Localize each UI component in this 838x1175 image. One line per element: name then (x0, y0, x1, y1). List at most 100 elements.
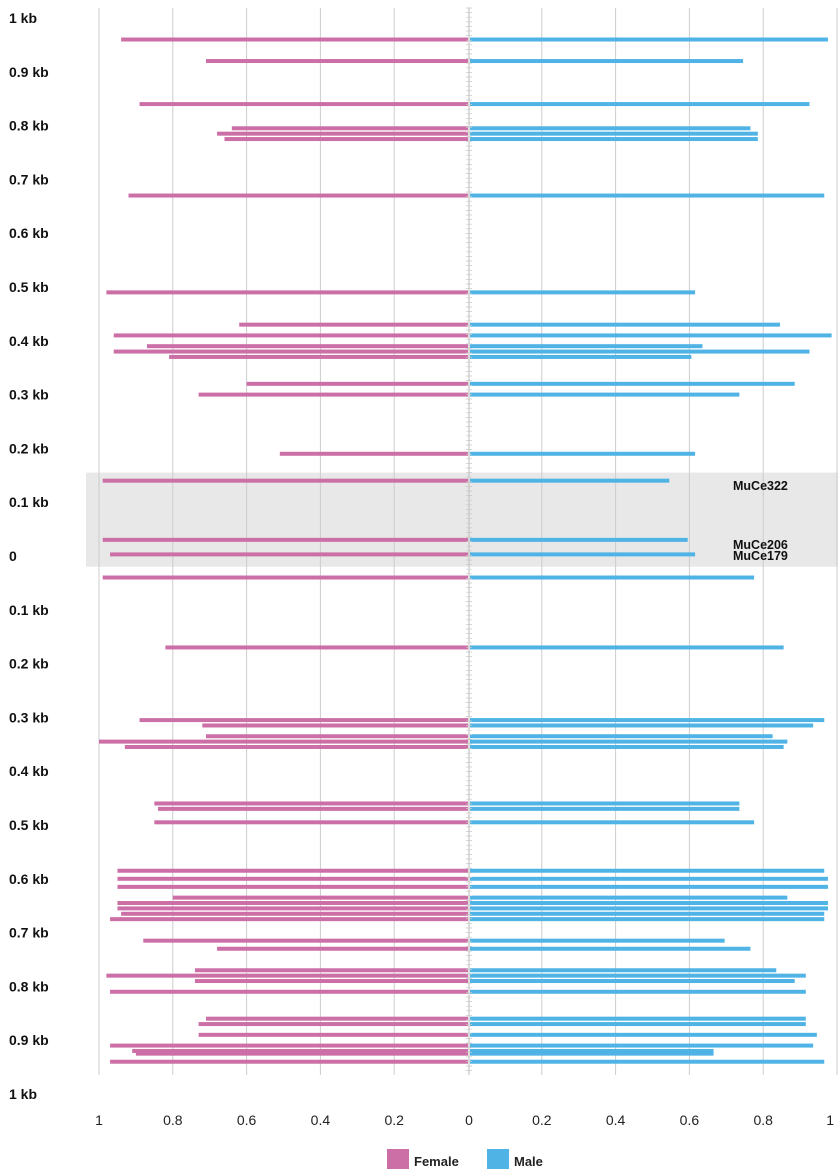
male-bar (470, 193, 825, 198)
y-tick-label: 0.8 kb (9, 118, 49, 134)
female-bar (202, 723, 468, 728)
female-bar (117, 868, 468, 873)
male-bar (470, 876, 828, 881)
bars-layer (99, 37, 832, 1064)
y-tick-label: 0.5 kb (9, 817, 49, 833)
female-bar (169, 354, 469, 359)
male-bar (470, 537, 688, 542)
y-tick-label: 0.4 kb (9, 333, 49, 349)
female-bar (146, 344, 468, 349)
female-bar (194, 979, 468, 984)
female-bar (132, 1048, 468, 1053)
male-bar (470, 344, 703, 349)
female-bar (110, 989, 468, 994)
female-bar (172, 895, 469, 900)
male-bar (470, 1048, 714, 1053)
female-bar (143, 938, 468, 943)
male-bar (470, 59, 744, 64)
male-bar (470, 137, 758, 142)
male-bar (470, 37, 828, 42)
male-bar (470, 333, 832, 338)
male-bar (470, 392, 740, 397)
male-bar (470, 290, 696, 295)
center-axis-ticks (466, 7, 472, 1071)
x-tick-label: 0.8 (163, 1112, 183, 1128)
female-bar (135, 1051, 468, 1056)
female-bar (194, 968, 468, 973)
y-tick-label: 0.2 kb (9, 440, 49, 456)
male-bar (470, 478, 670, 483)
center-axis-layer (466, 7, 472, 1075)
male-bar (470, 645, 784, 650)
female-bar (106, 290, 468, 295)
legend-swatch-male (487, 1149, 509, 1169)
female-bar (139, 718, 468, 723)
male-bar (470, 744, 784, 749)
x-tick-label: 1 (95, 1112, 103, 1128)
male-bar (470, 973, 806, 978)
x-tick-label: 0.2 (384, 1112, 404, 1128)
female-bar (121, 911, 468, 916)
y-tick-label: 0.2 kb (9, 656, 49, 672)
highlight-region-layer (86, 472, 838, 567)
male-bar (470, 1032, 817, 1037)
y-tick-label: 0.7 kb (9, 171, 49, 187)
y-tick-label: 0 (9, 548, 17, 564)
male-bar (470, 1016, 806, 1021)
male-bar (470, 938, 725, 943)
x-tick-label: 0.6 (680, 1112, 700, 1128)
female-bar (139, 102, 468, 107)
female-bar (165, 645, 469, 650)
y-tick-label: 0.9 kb (9, 1032, 49, 1048)
male-bar (470, 739, 788, 744)
x-tick-label: 0 (465, 1112, 473, 1128)
female-bar (206, 734, 468, 739)
female-bar (279, 451, 468, 456)
female-bar (117, 906, 468, 911)
y-tick-label: 0.3 kb (9, 709, 49, 725)
male-bar (470, 968, 777, 973)
y-tick-label: 0.4 kb (9, 763, 49, 779)
legend-label-male: Male (514, 1154, 543, 1169)
male-bar (470, 552, 696, 557)
x-tick-label: 0.8 (753, 1112, 773, 1128)
legend: Female Male (387, 1149, 543, 1169)
female-bar (206, 1016, 468, 1021)
male-bar (470, 102, 810, 107)
male-bar (470, 895, 788, 900)
female-bar (224, 137, 468, 142)
marker-label: MuCe322 (733, 479, 788, 493)
male-bar (470, 349, 810, 354)
male-bar (470, 806, 740, 811)
female-bar (117, 901, 468, 906)
y-tick-label: 0.1 kb (9, 494, 49, 510)
female-bar (106, 973, 468, 978)
female-bar (124, 744, 468, 749)
y-tick-label: 0.5 kb (9, 279, 49, 295)
male-bar (470, 1051, 714, 1056)
female-bar (217, 131, 468, 136)
female-bar (239, 322, 468, 327)
female-bar (198, 1032, 468, 1037)
male-bar (470, 723, 814, 728)
male-bar (470, 917, 825, 922)
female-bar (102, 478, 468, 483)
y-tick-label: 1 kb (9, 1086, 37, 1102)
male-bar (470, 126, 751, 131)
female-bar (198, 392, 468, 397)
female-bar (113, 333, 468, 338)
male-bar (470, 381, 795, 386)
legend-swatch-female (387, 1149, 409, 1169)
male-bar (470, 820, 755, 825)
female-bar (117, 884, 468, 889)
female-bar (154, 820, 468, 825)
female-bar (231, 126, 468, 131)
marker-label: MuCe179 (733, 549, 788, 563)
y-tick-label: 0.3 kb (9, 387, 49, 403)
male-bar (470, 906, 828, 911)
y-tick-label: 0.9 kb (9, 64, 49, 80)
male-bar (470, 1022, 806, 1027)
female-bar (158, 806, 469, 811)
y-tick-label: 1 kb (9, 10, 37, 26)
